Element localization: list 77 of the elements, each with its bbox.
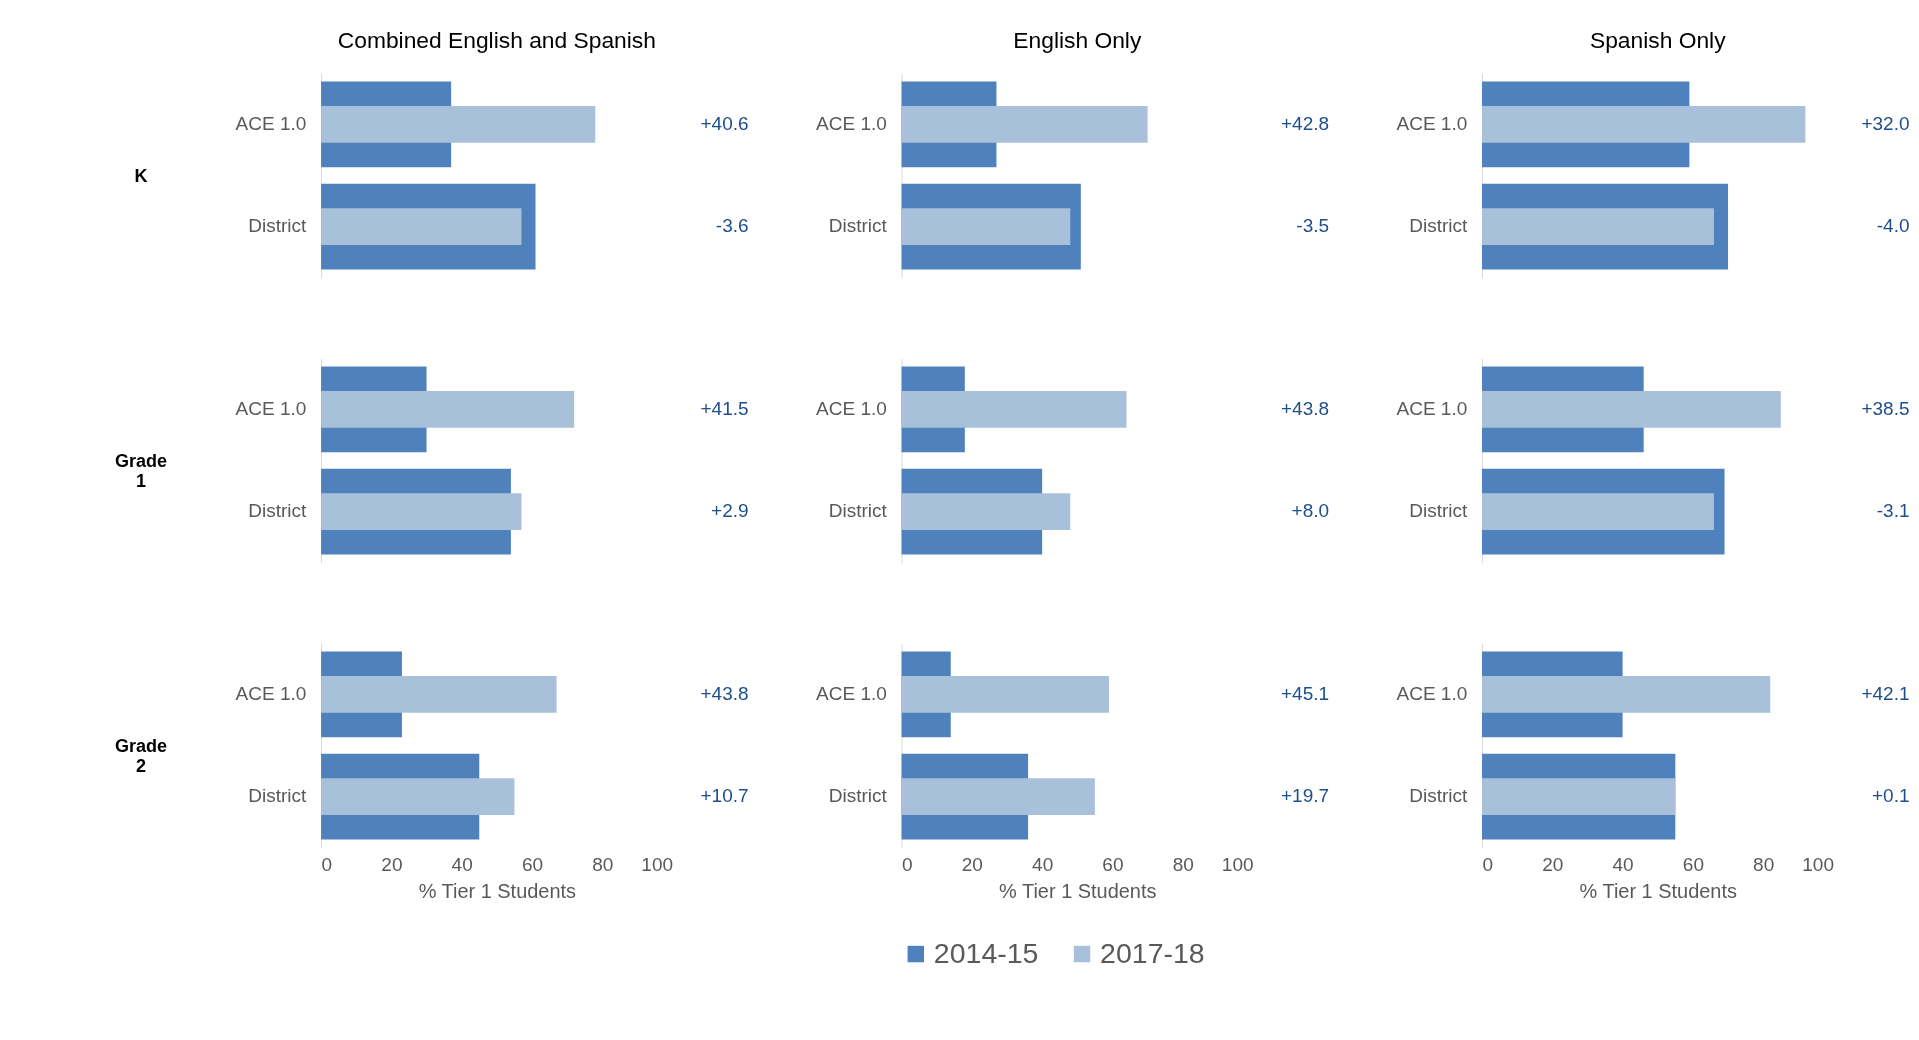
y-tick-label: ACE 1.0 bbox=[816, 398, 887, 420]
x-axis-title: % Tier 1 Students bbox=[418, 880, 577, 903]
x-tick-label: 0 bbox=[1482, 853, 1494, 875]
x-tick-label: 100 bbox=[1802, 853, 1834, 875]
text: -3.6 bbox=[715, 215, 749, 237]
bar bbox=[321, 106, 596, 143]
bar bbox=[1482, 208, 1714, 245]
text: +8.0 bbox=[1291, 500, 1330, 522]
text: -4.0 bbox=[1876, 215, 1910, 237]
chart-title: Spanish Only bbox=[1589, 26, 1727, 53]
y-tick-label: ACE 1.0 bbox=[816, 683, 887, 705]
y-tick-label: ACE 1.0 bbox=[1396, 683, 1468, 705]
y-axis-title: K bbox=[134, 165, 148, 186]
x-tick-label: 60 bbox=[521, 853, 544, 875]
text: -3.5 bbox=[1296, 215, 1330, 237]
y-tick-label: District bbox=[828, 500, 888, 522]
y-tick-label: ACE 1.0 bbox=[235, 398, 307, 420]
legend-label: 2017-18 bbox=[1100, 936, 1205, 969]
y-tick-label: ACE 1.0 bbox=[235, 113, 307, 135]
x-tick-label: 80 bbox=[1753, 853, 1775, 875]
bar bbox=[1482, 106, 1806, 143]
x-tick-label: 40 bbox=[451, 853, 473, 875]
y-tick-label: District bbox=[1409, 785, 1468, 807]
bar bbox=[321, 391, 575, 428]
y-tick-label: District bbox=[828, 785, 888, 807]
x-tick-label: 100 bbox=[1221, 853, 1254, 875]
bar bbox=[321, 493, 522, 530]
y-axis-title: Grade 1 bbox=[115, 450, 168, 491]
bar bbox=[901, 493, 1071, 530]
text: -3.1 bbox=[1876, 500, 1910, 522]
y-tick-label: ACE 1.0 bbox=[1396, 113, 1468, 135]
bar bbox=[1482, 391, 1781, 428]
y-tick-label: District bbox=[1409, 500, 1468, 522]
x-tick-label: 60 bbox=[1102, 853, 1124, 875]
bar bbox=[321, 208, 522, 245]
text: +0.1 bbox=[1871, 785, 1910, 807]
chart-title: Combined English and Spanish bbox=[337, 26, 656, 53]
x-tick-label: 20 bbox=[381, 853, 403, 875]
x-axis-title: % Tier 1 Students bbox=[1579, 880, 1737, 903]
text: +10.7 bbox=[700, 785, 749, 807]
x-tick-label: 0 bbox=[902, 853, 913, 875]
text: +43.8 bbox=[700, 683, 749, 705]
y-tick-label: ACE 1.0 bbox=[1396, 398, 1468, 420]
text: +45.1 bbox=[1280, 683, 1330, 705]
x-tick-label: 40 bbox=[1612, 853, 1634, 875]
x-tick-label: 20 bbox=[961, 853, 983, 875]
text: +19.7 bbox=[1280, 785, 1330, 807]
x-tick-label: 0 bbox=[321, 853, 333, 875]
text: +2.9 bbox=[711, 500, 749, 522]
y-tick-label: District bbox=[248, 215, 308, 237]
x-tick-label: 100 bbox=[641, 853, 674, 875]
y-tick-label: ACE 1.0 bbox=[235, 683, 307, 705]
text: +42.1 bbox=[1861, 683, 1910, 705]
bar bbox=[901, 106, 1148, 143]
x-tick-label: 80 bbox=[592, 853, 614, 875]
text: +42.8 bbox=[1280, 113, 1330, 135]
text: +38.5 bbox=[1861, 398, 1910, 420]
x-tick-label: 60 bbox=[1682, 853, 1704, 875]
bar bbox=[901, 208, 1071, 245]
y-tick-label: District bbox=[828, 215, 888, 237]
x-axis-title: % Tier 1 Students bbox=[999, 880, 1157, 903]
x-tick-label: 80 bbox=[1172, 853, 1194, 875]
x-tick-label: 20 bbox=[1542, 853, 1564, 875]
text: +41.5 bbox=[700, 398, 749, 420]
text: +32.0 bbox=[1861, 113, 1910, 135]
bar bbox=[1482, 493, 1714, 530]
x-tick-label: 40 bbox=[1032, 853, 1054, 875]
text: +40.6 bbox=[700, 113, 749, 135]
y-tick-label: District bbox=[1409, 215, 1468, 237]
bar bbox=[901, 391, 1127, 428]
y-tick-label: ACE 1.0 bbox=[816, 113, 887, 135]
y-tick-label: District bbox=[248, 785, 308, 807]
y-axis-title: Grade 2 bbox=[115, 735, 168, 776]
y-tick-label: District bbox=[248, 500, 308, 522]
chart-title: English Only bbox=[1013, 26, 1142, 53]
text: +43.8 bbox=[1280, 398, 1330, 420]
legend-label: 2014-15 bbox=[933, 936, 1039, 969]
